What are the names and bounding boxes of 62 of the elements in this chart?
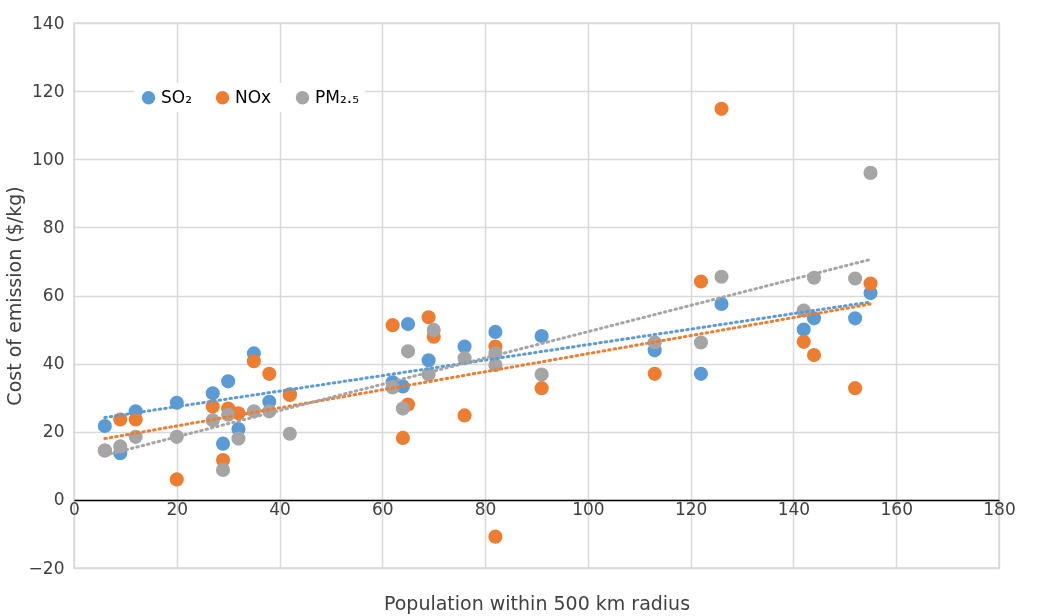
point	[693, 335, 709, 350]
point	[693, 366, 709, 381]
point	[488, 324, 503, 339]
legend-label: NOx	[235, 86, 272, 107]
y-tick-label: 100	[32, 148, 65, 169]
point	[421, 353, 436, 368]
y-tick-label: 80	[42, 216, 65, 237]
y-tick-label: 60	[42, 285, 65, 305]
point	[863, 165, 878, 180]
point	[395, 401, 410, 416]
point	[205, 386, 220, 401]
point	[693, 274, 709, 289]
point	[215, 462, 231, 477]
x-tick-label: 160	[880, 499, 913, 520]
point	[457, 408, 472, 423]
x-tick-label: 0	[69, 499, 80, 520]
point	[221, 374, 236, 389]
point	[282, 426, 297, 441]
point	[128, 412, 143, 427]
point	[714, 101, 729, 116]
point	[848, 311, 863, 326]
point	[534, 367, 549, 382]
point	[488, 529, 503, 544]
y-tick-label: 20	[42, 421, 65, 442]
point	[848, 271, 863, 286]
x-tick-label: 60	[372, 499, 394, 520]
x-tick-label: 40	[269, 499, 291, 520]
point	[231, 431, 246, 446]
x-tick-label: 140	[777, 499, 811, 520]
x-tick-label: 20	[166, 499, 189, 520]
x-tick-label: 80	[474, 499, 497, 520]
point	[647, 366, 662, 381]
legend-label: SO₂	[161, 86, 192, 107]
y-tick-label: 40	[42, 353, 65, 374]
x-axis-title: Population within 500 km radius	[383, 591, 691, 614]
point	[426, 322, 441, 337]
y-axis-title: Cost of emission ($/kg)	[2, 186, 25, 406]
x-tick-label: 100	[572, 499, 605, 520]
point	[246, 354, 261, 369]
point	[421, 310, 436, 325]
legend-label: PM₂.₅	[315, 86, 359, 107]
point	[863, 276, 878, 291]
x-tick-label: 120	[674, 499, 708, 520]
point	[714, 269, 729, 284]
y-tick-label: 120	[32, 80, 65, 101]
point	[97, 418, 112, 434]
point	[400, 317, 416, 332]
x-tick-label: 180	[983, 499, 1016, 520]
point	[534, 381, 549, 396]
y-tick-label: −20	[28, 557, 65, 578]
point	[534, 328, 549, 344]
point	[796, 322, 811, 337]
point	[385, 318, 400, 333]
point	[806, 348, 822, 363]
point	[169, 472, 184, 487]
point	[395, 430, 410, 445]
y-tick-label: 140	[32, 12, 65, 33]
point	[400, 344, 416, 359]
point	[215, 436, 231, 451]
point	[262, 366, 277, 381]
point	[848, 381, 863, 396]
point	[796, 334, 811, 349]
